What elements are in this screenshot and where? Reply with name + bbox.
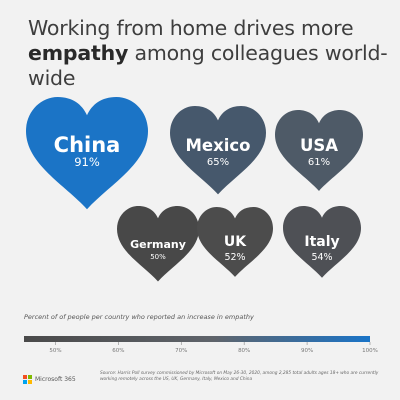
- value-label: 61%: [308, 157, 330, 168]
- heart-uk: UK 52%: [197, 207, 273, 277]
- heart-mexico: Mexico 65%: [170, 106, 266, 195]
- heart-shape: [26, 97, 148, 210]
- country-label: Italy: [304, 234, 339, 250]
- heart-shape: [117, 206, 199, 282]
- country-label: Germany: [130, 238, 186, 251]
- heart-usa: USA 61%: [275, 110, 363, 191]
- value-label: 54%: [311, 252, 332, 263]
- value-label: 91%: [74, 155, 100, 169]
- page-title: Working from home drives more empathy am…: [28, 16, 388, 91]
- value-label: 50%: [150, 253, 166, 261]
- title-line-1: Working from home drives more: [28, 16, 354, 40]
- country-label: Mexico: [185, 136, 250, 155]
- heart-italy: Italy 54%: [283, 206, 361, 278]
- country-label: China: [54, 133, 121, 157]
- heart-shape: [197, 207, 273, 277]
- logo-text: Microsoft 365: [35, 376, 76, 383]
- heart-shape: [275, 110, 363, 191]
- legend-color-bar: [24, 336, 370, 342]
- legend-tick-label: 70%: [175, 348, 187, 354]
- country-label: UK: [224, 234, 247, 250]
- value-label: 52%: [224, 252, 245, 263]
- legend-tick-label: 60%: [112, 348, 124, 354]
- legend-tick-label: 100%: [362, 348, 378, 354]
- heart-shape: [170, 106, 266, 195]
- title-emphasis: empathy: [28, 41, 129, 65]
- legend-tick-label: 50%: [49, 348, 61, 354]
- microsoft-logo-icon: [23, 375, 32, 384]
- title-line-2: among colleagues world-wide: [28, 41, 388, 90]
- legend-caption: Percent of of people per country who rep…: [24, 313, 254, 321]
- legend-tick-label: 80%: [238, 348, 250, 354]
- microsoft-365-logo: Microsoft 365: [23, 375, 76, 384]
- source-footnote: Source: Harris Poll survey commissioned …: [100, 371, 379, 382]
- heart-germany: Germany 50%: [117, 206, 199, 282]
- country-label: USA: [300, 136, 338, 155]
- legend-tick-label: 90%: [301, 348, 313, 354]
- value-label: 65%: [207, 157, 229, 168]
- heart-shape: [283, 206, 361, 278]
